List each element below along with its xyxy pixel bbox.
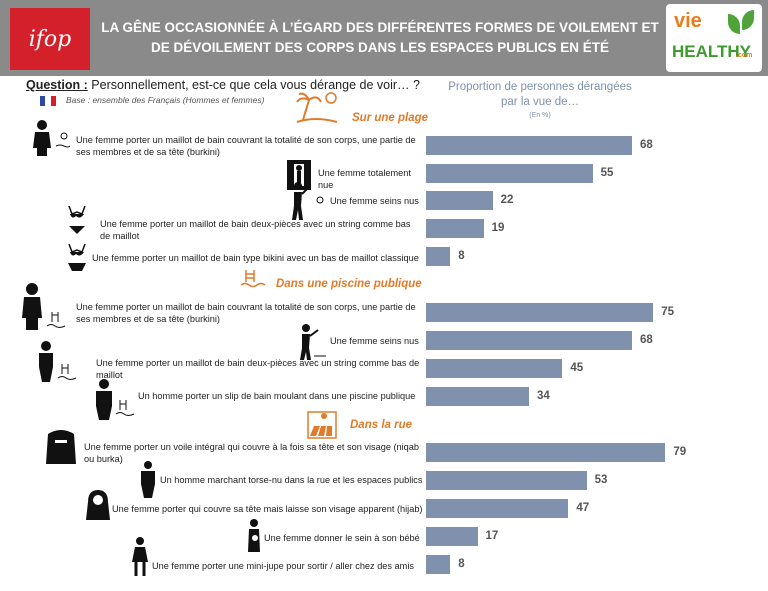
measure-unit: (En %) [529, 112, 551, 119]
section-rue: Dans la rue [350, 419, 412, 431]
value-label-g2-1: 53 [594, 474, 608, 486]
value-label-g0-4: 8 [458, 250, 465, 262]
value-label-g2-4: 8 [458, 558, 465, 570]
bar-g1-1 [426, 331, 633, 350]
section-plage: Sur une plage [352, 112, 429, 124]
woman-burkini-icon [33, 120, 70, 156]
page-title: LA GÊNE OCCASIONNÉE À L’ÉGARD DES DIFFÉR… [101, 20, 659, 55]
value-label-g0-0: 68 [640, 139, 653, 151]
bar-g0-4 [426, 247, 451, 266]
bar-g2-3 [426, 527, 478, 546]
bar-g2-4 [426, 555, 451, 574]
label-plage-burkini: Une femme porter un maillot de bain couv… [76, 135, 416, 157]
woman-topless-pool-icon [300, 324, 326, 360]
question: Question : Personnellement, est-ce que c… [26, 78, 420, 92]
woman-breastfeeding-icon [248, 519, 260, 552]
french-flag-icon [40, 96, 56, 106]
woman-string-pool-icon [39, 341, 77, 382]
measure-title: Proportion de personnes dérangées par la… [448, 81, 632, 108]
man-shirtless-icon [141, 461, 155, 498]
bar-g2-0 [426, 443, 666, 462]
bar-g0-0 [426, 136, 633, 155]
bikini-classic-icon [68, 243, 86, 271]
value-label-g2-0: 79 [673, 446, 687, 458]
bar-g2-1 [426, 471, 587, 490]
bikini-string-icon [68, 205, 86, 234]
man-swimsuit-pool-icon [96, 379, 135, 420]
bar-g0-2 [426, 191, 493, 210]
label-rue-mini-jupe: Une femme porter une mini-jupe pour sort… [152, 561, 414, 571]
value-label-g1-3: 34 [537, 390, 550, 402]
value-label-g1-1: 68 [640, 334, 653, 346]
woman-hijab-icon [86, 490, 110, 520]
bar-g1-2 [426, 359, 563, 378]
value-label-g2-2: 47 [576, 502, 590, 514]
label-piscine-slip: Un homme porter un slip de bain moulant … [138, 391, 416, 401]
leaf-icon [728, 14, 740, 34]
leaf-icon [742, 10, 754, 30]
bar-g0-3 [426, 219, 484, 238]
beach-icon [296, 92, 338, 123]
section-piscine: Dans une piscine publique [276, 278, 422, 290]
bar-g2-2 [426, 499, 569, 518]
bar-g0-1 [426, 164, 593, 183]
label-plage-string: Une femme porter un maillot de bain deux… [100, 219, 411, 241]
value-label-g0-2: 22 [500, 194, 514, 206]
bar-g1-3 [426, 387, 530, 406]
label-piscine-burkini: Une femme porter un maillot de bain couv… [76, 302, 416, 324]
pool-icon [240, 270, 266, 288]
value-label-g2-3: 17 [485, 530, 499, 542]
sample-base: Base : ensemble des Français (Hommes et … [66, 95, 265, 105]
value-label-g1-2: 45 [570, 362, 584, 374]
bar-g1-0 [426, 303, 654, 322]
label-rue-hijab: Une femme porter qui couvre sa tête mais… [112, 504, 423, 514]
pedestrian-crossing-icon [307, 411, 337, 439]
label-plage-bikini: Une femme porter un maillot de bain type… [92, 253, 419, 263]
header-banner: ifop LA GÊNE OCCASIONNÉE À L’ÉGARD DES D… [0, 0, 768, 76]
woman-niqab-icon [46, 430, 76, 464]
value-label-g0-1: 55 [600, 167, 614, 179]
label-plage-seins-nus: Une femme seins nus [330, 196, 419, 206]
woman-topless-icon [292, 182, 324, 220]
label-rue-torse-nu: Un homme marchant torse-nu dans la rue e… [160, 475, 423, 485]
value-label-g0-3: 19 [491, 222, 505, 234]
ifop-logo: ifop [10, 8, 90, 70]
viehealthy-logo: vie HEALTHY .com [666, 4, 762, 72]
label-rue-niqab: Une femme porter un voile intégral qui c… [84, 442, 420, 464]
label-plage-nue: Une femme totalement nue [318, 168, 411, 190]
value-label-g1-0: 75 [661, 306, 675, 318]
label-rue-allaitement: Une femme donner le sein à son bébé [264, 533, 420, 543]
label-piscine-string: Une femme porter un maillot de bain deux… [96, 358, 420, 380]
woman-miniskirt-icon [132, 537, 148, 576]
label-piscine-seins-nus: Une femme seins nus [330, 336, 419, 346]
woman-burkini-pool-icon [22, 283, 66, 330]
